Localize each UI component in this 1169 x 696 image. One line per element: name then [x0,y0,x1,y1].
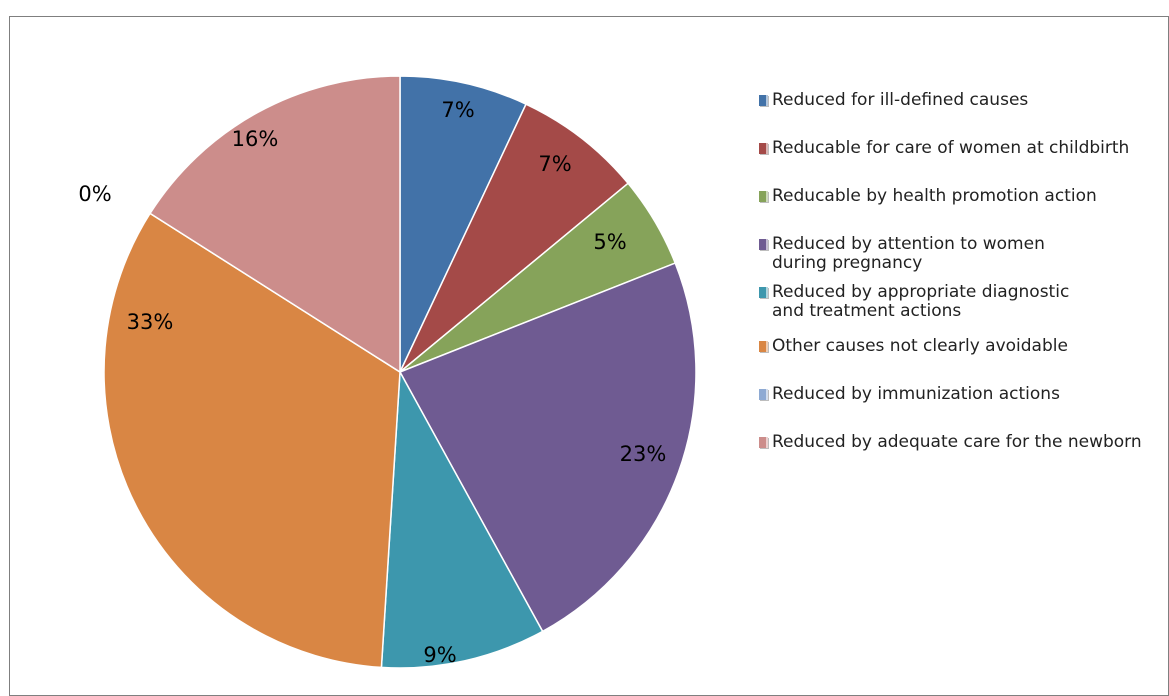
pie-chart: 7% 7% 5% 23% 9% 33% 0% 16% [78,75,697,669]
legend-swatch [759,143,768,154]
slice-data-label: 7% [538,152,571,176]
pie-slice [149,75,401,374]
pie-slice [380,369,544,669]
pie-slice [399,103,630,373]
legend-label: Other causes not clearly avoidable [772,336,1068,356]
legend-item: Reduced by adequate care for the newborn [759,433,1142,452]
slice-data-label: 33% [127,310,174,334]
legend-label: Reduced by attention to women during pre… [772,234,1045,273]
legend-item: Reduced for ill-defined causes [759,91,1028,110]
slice-data-label: 5% [593,230,626,254]
chart-frame: 7% 7% 5% 23% 9% 33% 0% 16% Reduced for ill-defi… [9,16,1169,696]
slice-data-label: 9% [423,643,456,667]
slice-data-label: 0% [78,182,111,206]
slice-data-label: 16% [232,127,279,151]
pie-slice [399,75,528,373]
legend-item: Reducable by health promotion action [759,187,1097,206]
legend-swatch [759,191,768,202]
legend-swatch [759,389,768,400]
legend-swatch [759,341,768,352]
slice-data-label: 23% [620,442,667,466]
legend-label: Reduced for ill-defined causes [772,90,1029,110]
legend-label: Reducable by health promotion action [772,186,1097,206]
legend-swatch [759,437,768,448]
legend-swatch [759,239,768,250]
legend-item: Reduced by immunization actions [759,385,1060,404]
legend-swatch [759,287,768,298]
pie-slice [398,262,697,633]
legend-swatch [759,95,768,106]
legend-label: Reduced by appropriate diagnostic and tr… [772,282,1070,321]
legend-item: Other causes not clearly avoidable [759,337,1068,356]
legend-item: Reduced by appropriate diagnostic and tr… [759,283,1069,321]
legend-label: Reduced by adequate care for the newborn [772,432,1142,452]
legend-item: Reduced by attention to women during pre… [759,235,1045,273]
slice-data-label: 7% [441,98,474,122]
legend-label: Reducable for care of women at childbirt… [772,138,1130,158]
legend-item: Reducable for care of women at childbirt… [759,139,1129,158]
legend-label: Reduced by immunization actions [772,384,1060,404]
pie-slice [103,212,401,669]
